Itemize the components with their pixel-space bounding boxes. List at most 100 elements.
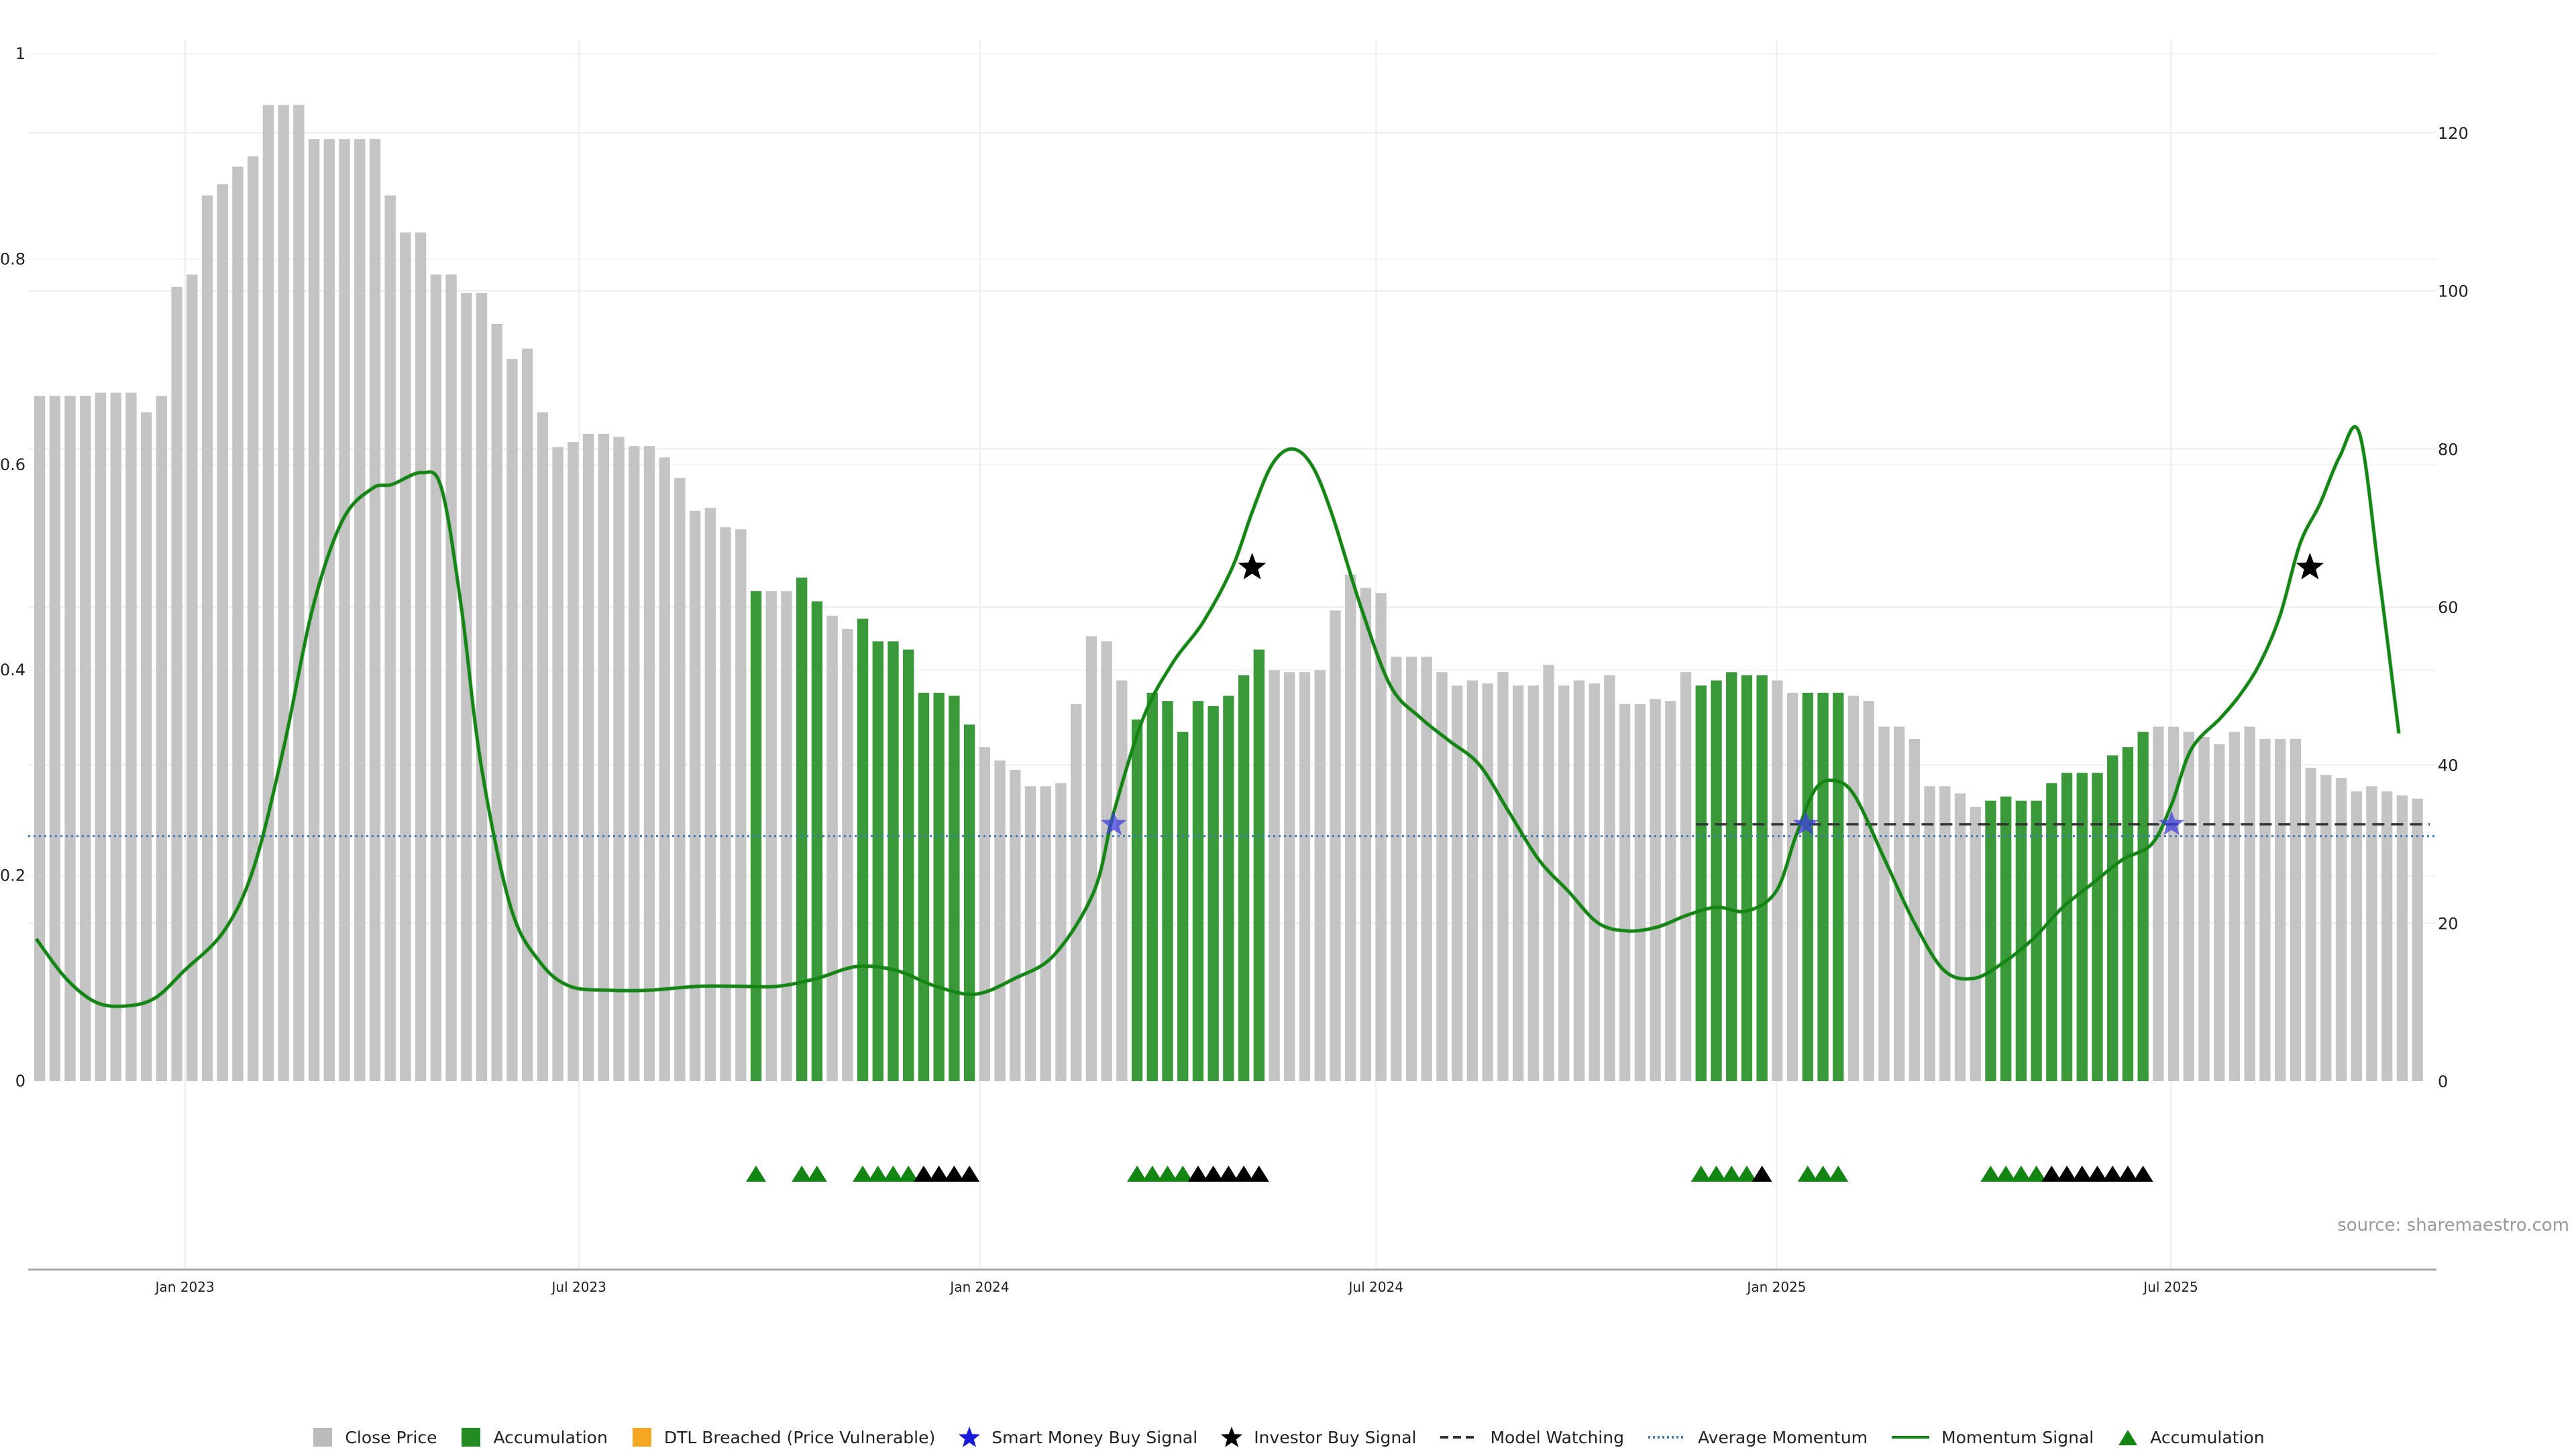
legend-label: Average Momentum [1697,1427,1868,1447]
extended-marker [1187,1166,1208,1182]
accumulation-marker [1736,1166,1757,1182]
close-price-bar [1482,683,1493,1081]
accumulation-marker [1797,1166,1818,1182]
close-price-bar [80,396,91,1081]
accumulation-bar [918,692,930,1081]
close-price-bar [461,292,472,1081]
accumulation-marker [792,1166,812,1182]
close-price-bar [1284,672,1295,1081]
close-price-bar [1269,670,1280,1081]
legend-label: Accumulation [2150,1427,2265,1447]
accumulation-bar [2046,783,2057,1081]
close-price-bar [826,616,838,1081]
x-tick-label: Jan 2023 [154,1279,215,1295]
close-price-bar [1863,701,1874,1081]
close-price-bar [2198,736,2210,1081]
extended-marker [1218,1166,1239,1182]
close-price-bar [1330,610,1341,1081]
square-icon [462,1428,481,1447]
close-price-bar [308,139,320,1081]
star-icon [1221,1427,1243,1447]
close-price-bar [1786,692,1799,1081]
legend-item: Average Momentum [1647,1426,1868,1449]
close-price-bar [186,274,198,1081]
close-price-bar [1116,680,1128,1081]
close-price-bar [522,348,533,1081]
accumulation-marker [853,1166,873,1182]
extended-marker [2087,1166,2108,1182]
extended-marker [2072,1166,2092,1182]
close-price-bar [415,232,427,1081]
close-price-bar [2244,726,2255,1081]
smart-money-star [1101,811,1127,836]
close-price-bar [110,392,121,1081]
close-price-bar [1360,588,1372,1081]
close-price-bar [400,232,411,1081]
close-price-bar [1070,704,1082,1081]
accumulation-bar [888,641,899,1081]
accumulation-marker [1690,1166,1711,1182]
investor-buy-star [1238,553,1267,579]
close-price-bar [2335,778,2347,1081]
close-price-bar [643,446,655,1081]
accumulation-bar [1985,800,1996,1081]
accumulation-bar [1756,675,1768,1081]
close-price-bar [842,628,853,1081]
close-price-bar [765,591,777,1081]
close-price-bar [1772,680,1783,1081]
accumulation-bar [2031,800,2042,1081]
close-price-bar [1634,704,1646,1081]
accumulation-bar [1741,675,1753,1081]
close-price-bar [1299,672,1311,1081]
close-price-bar [1466,680,1479,1081]
accumulation-bar [1131,719,1143,1081]
accumulation-marker [2026,1166,2047,1182]
accumulation-bar [2092,773,2103,1081]
accumulation-bar [750,591,762,1081]
close-price-bar [384,195,396,1081]
close-price-bar [1558,685,1570,1081]
close-price-bar [1344,574,1356,1081]
legend-label: DTL Breached (Price Vulnerable) [663,1427,936,1447]
legend-item: Investor Buy Signal [1220,1426,1416,1449]
dashed-line-icon [1440,1436,1479,1439]
accumulation-bar [903,649,914,1081]
close-price-bar [1604,675,1615,1081]
signal-stars [1101,553,2324,836]
close-price-bar [1512,685,1524,1081]
close-price-bar [1024,786,1036,1081]
close-price-bar [1497,672,1509,1081]
x-tick-label: Jan 2024 [949,1279,1009,1295]
close-price-bar [613,437,625,1081]
close-price-bar [1314,670,1326,1081]
close-price-bar [2274,738,2286,1081]
legend-item: Accumulation [2116,1426,2265,1449]
accumulation-bar [872,641,883,1081]
right-tick-label: 20 [2438,914,2459,933]
close-price-bar [64,396,76,1081]
accumulation-bar [1802,692,1813,1081]
accumulation-marker [883,1166,904,1182]
close-price-bar [1970,806,1981,1081]
close-price-bar [1589,683,1600,1081]
accumulation-marker [1996,1166,2017,1182]
close-price-bar [2229,732,2241,1081]
close-price-bar [1650,699,1661,1081]
close-price-bar [2214,744,2225,1081]
close-price-bar [979,747,991,1081]
investor-buy-star [2296,553,2324,579]
close-price-bar [2183,732,2195,1081]
legend-label: Close Price [345,1427,437,1447]
legend-item: Close Price [311,1426,437,1449]
square-icon [313,1428,333,1447]
close-price-bar [1421,657,1432,1081]
close-price-bar [1452,685,1463,1081]
close-price-bar [34,396,46,1081]
close-price-bar [1101,641,1112,1081]
close-price-bar [1436,672,1448,1081]
accumulation-markers [746,1166,2153,1182]
extended-marker [959,1166,980,1182]
close-price-bar [2366,786,2377,1081]
accumulation-bar [933,692,945,1081]
solid-line-icon [1892,1436,1930,1439]
